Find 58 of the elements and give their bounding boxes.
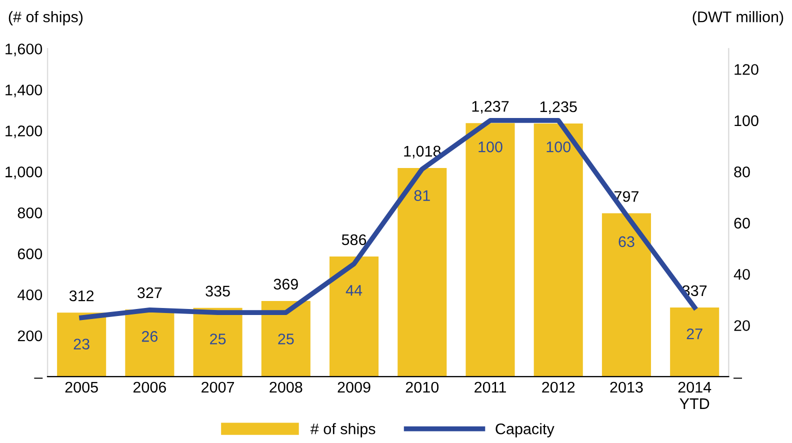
bar [602, 213, 651, 377]
bar [57, 312, 106, 377]
data-label: 586 [342, 234, 366, 246]
x-tick-label: 2013 [610, 382, 643, 393]
bar [670, 308, 720, 377]
y-tick-label: 1,400 [6, 84, 42, 98]
data-label: 25 [278, 334, 294, 344]
data-label: 369 [274, 278, 298, 290]
x-tick-label: 2007 [202, 382, 234, 393]
y-tick-label: 800 [18, 208, 42, 218]
y-tick-label: 200 [18, 330, 42, 342]
data-label: 25 [210, 334, 226, 344]
data-label: 1,235 [540, 101, 577, 114]
data-label: 26 [142, 331, 158, 342]
bar [193, 308, 242, 377]
data-label: 312 [69, 290, 94, 302]
y2-tick-label: – [734, 378, 742, 379]
data-label: 81 [414, 190, 430, 201]
data-label: 1,018 [404, 146, 441, 158]
legend-label: # of ships [310, 423, 376, 438]
y-tick-label: 600 [18, 248, 42, 260]
bar [466, 123, 515, 377]
x-tick-label: 2009 [338, 382, 370, 393]
x-tick-label: 2014 YTD [678, 382, 712, 409]
data-label: 100 [478, 142, 502, 152]
bar [125, 310, 174, 377]
data-label: 100 [546, 142, 571, 152]
data-label: 335 [206, 286, 230, 297]
data-label: 23 [74, 338, 90, 350]
y2-tick-label: 120 [734, 64, 758, 75]
y2-tick-label: 60 [734, 218, 750, 229]
x-tick-label: 2012 [542, 382, 575, 393]
data-label: 27 [686, 328, 702, 340]
y-axis-title: (# of ships) [8, 11, 83, 26]
y-tick-label: 1,000 [6, 166, 42, 180]
x-tick-label: 2006 [133, 382, 166, 393]
y-tick-label: 1,200 [6, 126, 42, 138]
x-tick-label: 2008 [270, 382, 302, 393]
data-label: 63 [618, 236, 634, 248]
x-tick-label: 2010 [406, 382, 439, 393]
y2-tick-label: 40 [734, 268, 750, 280]
x-tick-label: 2005 [65, 382, 98, 393]
y-tick-label: 400 [18, 289, 42, 300]
y-tick-label: 1,600 [6, 44, 42, 56]
data-label: 327 [138, 287, 162, 298]
x-tick-label: 2011 [474, 382, 506, 393]
y2-tick-label: 80 [734, 166, 750, 178]
y-tick-label: – [34, 378, 43, 379]
bar [398, 168, 447, 377]
bar [261, 300, 310, 377]
data-label: 1,237 [472, 100, 509, 114]
y2-axis-title: (DWT million) [692, 11, 784, 26]
y2-tick-label: 20 [734, 320, 750, 332]
legend-label: Capacity [496, 423, 554, 438]
y2-tick-label: 100 [734, 115, 758, 126]
bar [534, 124, 583, 377]
bar [330, 256, 379, 377]
data-label: 44 [346, 285, 362, 296]
